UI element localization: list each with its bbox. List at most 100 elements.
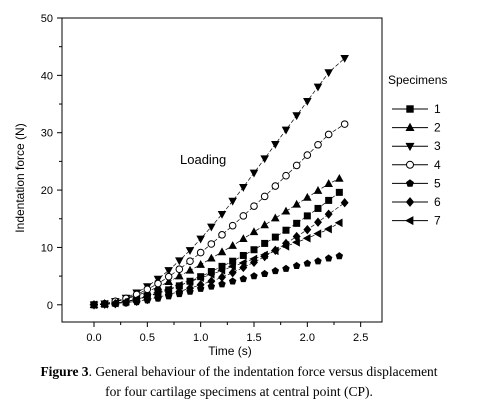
x-axis-label: Time (s) [208, 344, 252, 358]
data-point-series-5 [282, 264, 290, 272]
data-point-series-3 [175, 257, 184, 266]
data-point-series-1 [335, 188, 343, 196]
data-point-series-6 [186, 283, 194, 293]
data-point-series-3 [153, 275, 163, 284]
y-tick-label: 30 [41, 128, 53, 140]
data-point-series-2 [313, 186, 323, 194]
caption-line-1: Figure 3. General behaviour of the inden… [0, 362, 478, 382]
data-point-series-4 [186, 257, 194, 266]
data-point-series-4 [324, 130, 333, 139]
data-point-series-3 [324, 69, 333, 78]
legend-entry-5: 5 [392, 176, 441, 190]
data-point-series-4 [282, 171, 290, 180]
data-point-series-3 [260, 155, 269, 164]
data-point-series-2 [271, 213, 280, 222]
data-point-series-6 [196, 280, 205, 290]
legend-marker [405, 142, 415, 152]
data-point-series-4 [271, 182, 280, 190]
data-point-series-2 [249, 227, 259, 236]
y-axis-label: Indentation force (N) [13, 123, 27, 232]
legend-label: 3 [434, 139, 441, 153]
axes: 0.0 0.5 1.0 1.5 2.0 2.5 0 10 20 30 40 50 [41, 13, 369, 344]
y-tick-label: 20 [41, 185, 53, 197]
data-point-series-3 [164, 267, 173, 276]
data-point-series-7 [174, 280, 183, 290]
data-point-series-7 [324, 224, 332, 234]
data-point-series-7 [100, 299, 108, 309]
data-point-series-7 [238, 258, 247, 268]
data-point-series-7 [260, 250, 268, 260]
data-point-series-4 [260, 192, 269, 201]
data-point-series-7 [185, 277, 194, 287]
data-point-series-3 [217, 210, 227, 219]
data-point-series-7 [121, 297, 130, 306]
legend-marker [405, 122, 415, 131]
legend-marker [406, 179, 414, 187]
series-2 [89, 173, 344, 308]
data-point-series-4 [218, 231, 226, 239]
legend-entry-7: 7 [392, 214, 441, 228]
x-tick-label: 0.0 [86, 332, 101, 344]
data-point-series-7 [217, 266, 226, 275]
data-point-series-5 [292, 261, 301, 269]
data-point-series-5 [218, 280, 226, 288]
data-point-series-5 [250, 272, 258, 280]
y-tick-label: 50 [41, 13, 53, 25]
legend-marker [406, 160, 414, 169]
caption-line-2: for four cartilage specimens at central … [105, 384, 373, 399]
y-tick-label: 40 [41, 70, 53, 82]
plot-frame [61, 17, 383, 323]
fit-line-series-2 [93, 178, 340, 306]
legend-label: 6 [434, 195, 441, 209]
data-point-series-3 [185, 247, 195, 255]
x-tick-label: 2.0 [300, 332, 315, 344]
data-point-series-1 [239, 251, 247, 259]
legend-label: 5 [434, 176, 441, 190]
y-tick-label: 0 [47, 300, 53, 312]
data-point-series-3 [303, 97, 312, 106]
data-point-series-2 [303, 192, 312, 201]
data-point-series-7 [334, 218, 343, 228]
data-point-series-4 [239, 212, 248, 220]
data-point-series-7 [302, 233, 311, 243]
data-point-series-1 [314, 204, 322, 212]
data-point-series-2 [324, 179, 333, 187]
data-point-series-4 [314, 140, 322, 149]
data-point-series-7 [164, 285, 172, 294]
data-point-series-2 [164, 277, 173, 286]
data-point-series-1 [261, 239, 269, 247]
legend-entry-4: 4 [392, 158, 441, 172]
data-point-series-4 [207, 240, 216, 248]
data-point-series-6 [175, 286, 184, 297]
legend-label: 1 [434, 102, 441, 116]
data-point-series-5 [324, 254, 333, 262]
legend-entry-3: 3 [392, 139, 441, 153]
data-point-series-6 [228, 267, 237, 278]
data-point-series-1 [282, 226, 290, 234]
data-point-series-6 [218, 272, 226, 282]
data-point-series-5 [271, 267, 280, 275]
legend-entry-6: 6 [392, 195, 441, 209]
series-7 [89, 218, 343, 310]
legend-marker [405, 197, 415, 207]
data-point-series-7 [153, 288, 162, 298]
data-point-series-3 [207, 223, 216, 232]
data-point-series-7 [281, 241, 290, 251]
data-point-series-4 [250, 202, 258, 210]
indentation-force-chart: 0.0 0.5 1.0 1.5 2.0 2.5 0 10 20 30 40 50 Loading Sp… [13, 13, 447, 358]
data-point-series-5 [314, 257, 322, 265]
data-point-series-7 [270, 246, 279, 256]
figure-caption: Figure 3. General behaviour of the inden… [0, 362, 478, 402]
legend-label: 4 [434, 158, 441, 172]
data-point-series-7 [110, 298, 119, 308]
data-point-series-2 [239, 234, 248, 243]
legend-title: Specimens [388, 73, 447, 87]
series-1 [90, 188, 343, 309]
data-point-series-2 [281, 206, 291, 215]
data-point-series-4 [175, 265, 184, 274]
caption-label: Figure 3 [40, 364, 89, 379]
legend-marker [405, 216, 414, 226]
data-point-series-2 [185, 265, 195, 274]
data-point-series-2 [196, 260, 205, 268]
data-point-series-3 [228, 197, 237, 206]
